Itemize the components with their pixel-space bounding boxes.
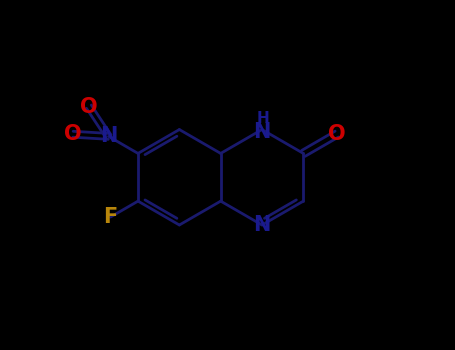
Text: O: O [80, 97, 98, 117]
Text: O: O [64, 124, 82, 144]
Text: O: O [328, 124, 346, 144]
Text: H: H [257, 111, 269, 126]
Text: N: N [253, 215, 271, 235]
Text: N: N [253, 122, 271, 142]
Text: N: N [100, 126, 117, 146]
Text: F: F [103, 207, 117, 227]
